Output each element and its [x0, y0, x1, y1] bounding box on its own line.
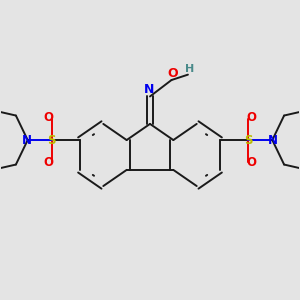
Text: O: O: [246, 111, 256, 124]
Text: N: N: [268, 134, 278, 146]
Text: S: S: [244, 134, 253, 146]
Text: H: H: [185, 64, 194, 74]
Text: O: O: [246, 156, 256, 169]
Text: O: O: [167, 67, 178, 80]
Text: N: N: [144, 83, 154, 96]
Text: N: N: [22, 134, 32, 146]
Text: O: O: [44, 156, 54, 169]
Text: O: O: [44, 111, 54, 124]
Text: S: S: [47, 134, 56, 146]
